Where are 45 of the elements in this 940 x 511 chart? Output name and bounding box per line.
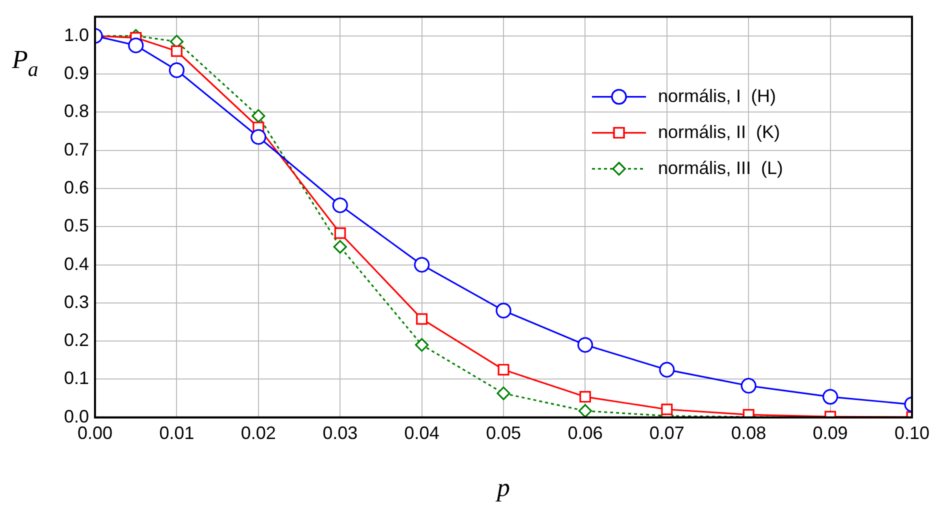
point: [579, 391, 591, 403]
legend-label: normális, II (K): [658, 122, 780, 142]
point: [498, 364, 510, 376]
x-tick-label: 0.05: [486, 423, 522, 444]
point: [577, 337, 594, 353]
point: [252, 109, 266, 123]
y-tick-label: 0.9: [64, 62, 90, 83]
x-tick-label: 0.07: [649, 423, 684, 444]
point: [496, 302, 512, 318]
point: [578, 404, 592, 418]
x-tick-label: 0.03: [322, 423, 358, 444]
y-tick-label: 0.4: [64, 254, 90, 274]
x-tick-label: 0.02: [240, 423, 276, 444]
point: [250, 129, 266, 145]
point: [168, 62, 185, 78]
y-tick-label: 0.1: [64, 368, 90, 388]
x-tick-label: 0.01: [159, 423, 194, 444]
point: [661, 404, 673, 416]
point: [170, 45, 182, 57]
point: [496, 386, 510, 400]
legend-label: normális, I (H): [658, 86, 776, 106]
x-tick-label: 0.10: [894, 423, 930, 444]
point: [334, 227, 346, 239]
x-tick-label: 0.04: [404, 423, 440, 444]
y-tick-label: 0.2: [64, 330, 90, 350]
y-tick-label: 1.0: [64, 24, 90, 45]
y-tick-label: 0.6: [64, 177, 90, 198]
point: [332, 197, 348, 214]
point: [659, 362, 675, 378]
legend-label: normális, III (L): [658, 158, 784, 178]
point: [740, 378, 756, 394]
y-tick-label: 0.7: [64, 139, 90, 160]
point: [333, 240, 347, 254]
y-tick-label: 0.8: [64, 101, 90, 122]
x-tick-label: 0.06: [568, 423, 603, 444]
point: [415, 338, 429, 352]
y-tick-label: 0.3: [64, 292, 90, 312]
y-tick-label: 0.5: [64, 216, 90, 236]
x-tick-label: 0.08: [731, 423, 766, 444]
x-tick-label: 0.09: [812, 423, 848, 444]
x-axis-title: p: [495, 473, 510, 502]
point: [416, 313, 428, 325]
point: [128, 38, 144, 54]
point: [822, 389, 838, 405]
point: [414, 256, 430, 273]
